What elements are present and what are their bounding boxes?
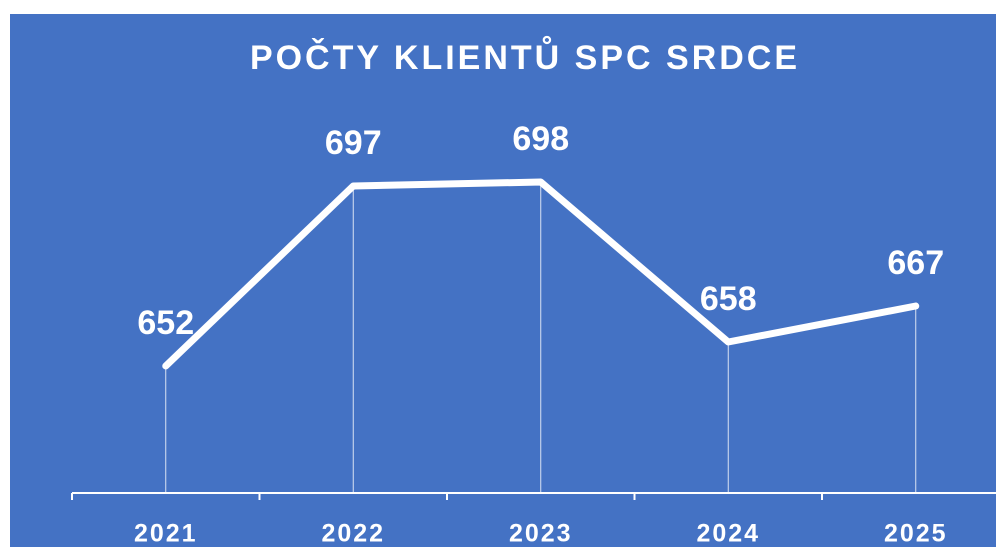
chart-background <box>10 14 996 547</box>
x-tick-label: 2024 <box>696 520 760 547</box>
data-label: 667 <box>887 244 944 282</box>
data-label: 698 <box>512 120 569 158</box>
series-line <box>162 178 920 370</box>
data-label: 652 <box>137 304 194 342</box>
x-tick-label: 2022 <box>321 520 385 547</box>
chart-title: POČTY KLIENTŮ SPC SRDCE <box>250 36 800 77</box>
x-tick-label: 2025 <box>884 520 948 547</box>
data-label: 658 <box>700 280 757 318</box>
x-tick-label: 2021 <box>134 520 198 547</box>
x-tick-label: 2023 <box>509 520 573 547</box>
data-label: 697 <box>325 124 382 162</box>
